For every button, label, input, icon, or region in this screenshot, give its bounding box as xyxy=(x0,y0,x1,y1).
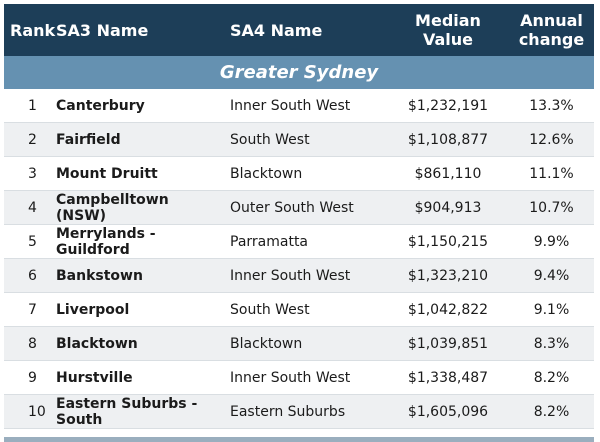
cell-median-value: $1,232,191 xyxy=(387,89,509,123)
table-row: 9 Hurstville Inner South West $1,338,487… xyxy=(4,360,594,395)
cell-annual-change: 8.3% xyxy=(509,326,594,361)
cell-sa3-name: Fairfield xyxy=(54,122,217,157)
cell-sa4-name: Eastern Suburbs xyxy=(217,394,387,429)
growth-table-container: Rank SA3 Name SA4 Name Median Value Annu… xyxy=(4,4,594,429)
header-sa4-name: SA4 Name xyxy=(217,4,387,56)
cell-annual-change: 12.6% xyxy=(509,122,594,157)
table-row: 3 Mount Druitt Blacktown $861,110 11.1% xyxy=(4,156,594,191)
table-row: 2 Fairfield South West $1,108,877 12.6% xyxy=(4,122,594,157)
table-row: 6 Bankstown Inner South West $1,323,210 … xyxy=(4,258,594,293)
header-annual-line1: Annual xyxy=(520,11,583,30)
cell-sa4-name: Outer South West xyxy=(217,190,387,225)
table-row: 1 Canterbury Inner South West $1,232,191… xyxy=(4,89,594,123)
table-row: 5 Merrylands - Guildford Parramatta $1,1… xyxy=(4,224,594,259)
cell-sa3-name: Blacktown xyxy=(54,326,217,361)
cell-annual-change: 9.4% xyxy=(509,258,594,293)
cell-rank: 6 xyxy=(4,258,54,293)
table-row: 4 Campbelltown (NSW) Outer South West $9… xyxy=(4,190,594,225)
table-header-row: Rank SA3 Name SA4 Name Median Value Annu… xyxy=(4,4,594,56)
header-median-value: Median Value xyxy=(387,4,509,56)
header-median-line2: Value xyxy=(422,30,474,49)
cell-annual-change: 10.7% xyxy=(509,190,594,225)
cell-sa3-name: Eastern Suburbs - South xyxy=(54,394,217,429)
cell-sa3-name: Mount Druitt xyxy=(54,156,217,191)
cell-sa4-name: Inner South West xyxy=(217,89,387,123)
table-row: 8 Blacktown Blacktown $1,039,851 8.3% xyxy=(4,326,594,361)
region-row: Greater Sydney xyxy=(4,56,594,89)
cell-median-value: $861,110 xyxy=(387,156,509,191)
cell-rank: 5 xyxy=(4,224,54,259)
cell-sa3-name: Bankstown xyxy=(54,258,217,293)
header-median-line1: Median xyxy=(415,11,481,30)
header-annual-change: Annual change xyxy=(509,4,594,56)
table-bottom-bar xyxy=(4,437,594,442)
cell-median-value: $1,605,096 xyxy=(387,394,509,429)
cell-median-value: $1,108,877 xyxy=(387,122,509,157)
cell-median-value: $1,150,215 xyxy=(387,224,509,259)
cell-sa4-name: Inner South West xyxy=(217,360,387,395)
cell-rank: 2 xyxy=(4,122,54,157)
cell-sa4-name: Blacktown xyxy=(217,156,387,191)
cell-rank: 8 xyxy=(4,326,54,361)
cell-sa3-name: Canterbury xyxy=(54,89,217,123)
cell-rank: 7 xyxy=(4,292,54,327)
header-annual-line2: change xyxy=(518,30,585,49)
growth-table: Rank SA3 Name SA4 Name Median Value Annu… xyxy=(4,4,594,429)
cell-rank: 1 xyxy=(4,89,54,123)
table-row: 7 Liverpool South West $1,042,822 9.1% xyxy=(4,292,594,327)
cell-rank: 3 xyxy=(4,156,54,191)
cell-rank: 9 xyxy=(4,360,54,395)
cell-median-value: $904,913 xyxy=(387,190,509,225)
region-label: Greater Sydney xyxy=(4,56,594,89)
header-sa3-name: SA3 Name xyxy=(54,4,217,56)
cell-sa3-name: Liverpool xyxy=(54,292,217,327)
cell-sa3-name: Campbelltown (NSW) xyxy=(54,190,217,225)
cell-sa4-name: Inner South West xyxy=(217,258,387,293)
cell-sa4-name: Blacktown xyxy=(217,326,387,361)
cell-median-value: $1,338,487 xyxy=(387,360,509,395)
header-rank: Rank xyxy=(4,4,55,56)
cell-annual-change: 9.9% xyxy=(509,224,594,259)
cell-median-value: $1,039,851 xyxy=(387,326,509,361)
cell-rank: 4 xyxy=(4,190,54,225)
cell-annual-change: 8.2% xyxy=(509,394,594,429)
cell-annual-change: 9.1% xyxy=(509,292,594,327)
cell-sa3-name: Merrylands - Guildford xyxy=(54,224,217,259)
cell-sa4-name: South West xyxy=(217,122,387,157)
cell-annual-change: 8.2% xyxy=(509,360,594,395)
cell-rank: 10 xyxy=(4,394,54,429)
cell-annual-change: 11.1% xyxy=(509,156,594,191)
cell-median-value: $1,323,210 xyxy=(387,258,509,293)
cell-sa4-name: Parramatta xyxy=(217,224,387,259)
cell-sa3-name: Hurstville xyxy=(54,360,217,395)
table-row: 10 Eastern Suburbs - South Eastern Subur… xyxy=(4,394,594,429)
cell-sa4-name: South West xyxy=(217,292,387,327)
cell-median-value: $1,042,822 xyxy=(387,292,509,327)
cell-annual-change: 13.3% xyxy=(509,89,594,123)
